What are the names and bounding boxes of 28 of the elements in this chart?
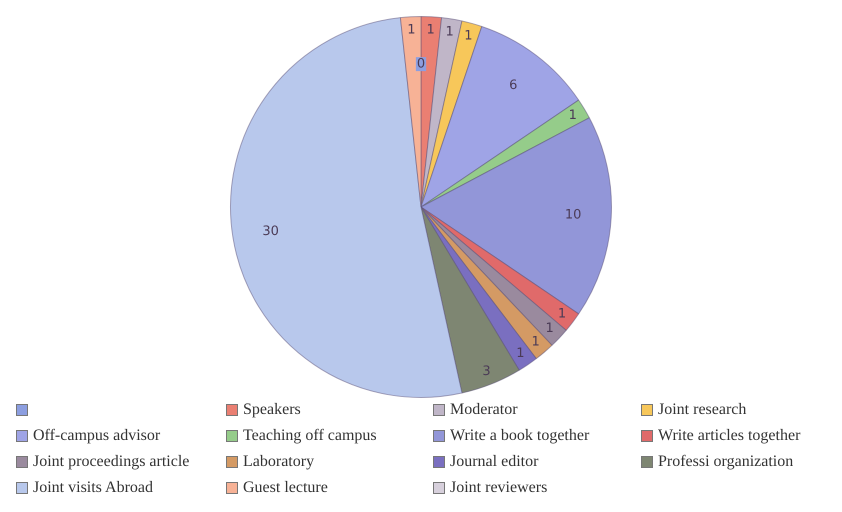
legend-label: Teaching off campus — [243, 427, 377, 445]
legend-label: Write a book together — [450, 427, 590, 445]
data-label: 1 — [464, 28, 473, 44]
data-label: 1 — [446, 24, 454, 40]
data-label: 1 — [426, 22, 435, 38]
data-label: 1 — [407, 22, 416, 38]
legend-label: Laboratory — [243, 453, 314, 471]
legend-label: Joint proceedings article — [33, 453, 190, 471]
legend-label: Professi organization — [658, 453, 794, 471]
text: 0 — [416, 56, 426, 72]
legend-label: Journal editor — [450, 453, 538, 471]
data-label: 1 — [532, 334, 540, 350]
data-label: 1 — [545, 321, 554, 336]
data-label: 10 — [564, 208, 582, 223]
legend-label: Joint research — [658, 401, 746, 419]
data-label: 6 — [509, 78, 518, 94]
legend-label: Speakers — [243, 401, 301, 419]
data-label: 1 — [516, 346, 525, 362]
legend-label: Off-campus advisor — [33, 427, 160, 445]
legend-label: Guest lecture — [243, 479, 328, 497]
data-label: 3 — [482, 364, 491, 379]
data-label: 30 — [262, 224, 279, 240]
data-label: 1 — [568, 108, 577, 124]
legend-label: Joint reviewers — [450, 479, 548, 497]
legend-label: Joint visits Abroad — [33, 479, 154, 497]
legend-label: Moderator — [450, 401, 518, 419]
legend-label: Write articles together — [658, 427, 800, 445]
data-label: 1 — [558, 306, 566, 322]
